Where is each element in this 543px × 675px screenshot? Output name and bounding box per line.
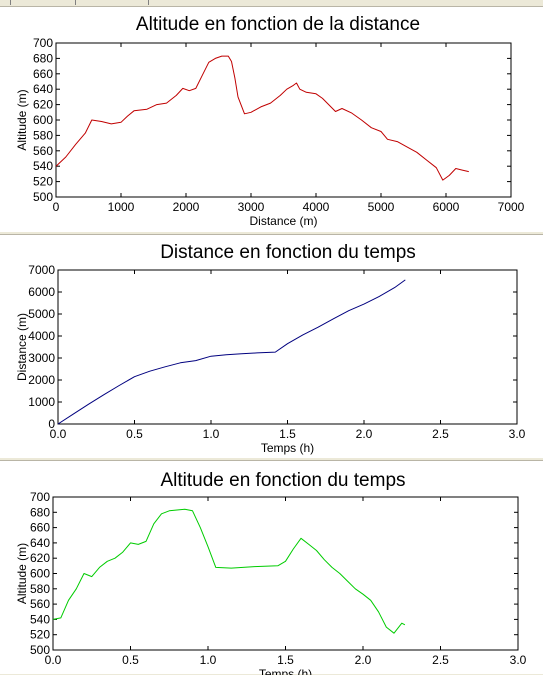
- series-line: [55, 55, 469, 181]
- chart-panel-altitude-temps: Altitude en fonction du temps 500 520 540 5…: [0, 460, 543, 675]
- chart-panel-distance-temps: Distance en fonction du temps 0 1000 2000 3…: [0, 234, 543, 458]
- y-tick-label: 640: [33, 82, 53, 96]
- y-tick-label: 620: [33, 98, 53, 112]
- y-tick-label: 680: [33, 51, 53, 65]
- y-tick-label: 0: [48, 417, 55, 431]
- x-tick-label: 0.0: [45, 653, 62, 667]
- y-tick-label: 5000: [28, 307, 55, 321]
- x-tick-label: 0: [53, 200, 60, 214]
- y-tick-label: 660: [30, 521, 50, 535]
- x-tick-label: 2.0: [355, 653, 372, 667]
- plot-frame: [55, 42, 512, 198]
- x-tick-label: 0.0: [50, 427, 67, 441]
- chart-title: Altitude en fonction du temps: [160, 470, 405, 491]
- x-tick-label: 0.5: [122, 653, 139, 667]
- y-tick-label: 620: [30, 551, 50, 565]
- strip-tick: [148, 0, 149, 5]
- y-tick-label: 580: [33, 128, 53, 142]
- x-axis-label: Temps (h): [259, 667, 312, 675]
- x-tick-label: 4000: [303, 200, 330, 214]
- strip-tick: [75, 0, 76, 5]
- x-tick-label: 3000: [238, 200, 265, 214]
- x-tick-label: 7000: [498, 200, 525, 214]
- y-tick-label: 520: [33, 175, 53, 189]
- x-tick-label: 1.0: [200, 653, 217, 667]
- series-line: [57, 279, 406, 425]
- plot-frame: [57, 269, 518, 425]
- x-axis-label: Distance (m): [249, 214, 317, 228]
- y-tick-label: 560: [30, 597, 50, 611]
- y-tick-label: 600: [30, 567, 50, 581]
- y-tick-label: 7000: [28, 263, 55, 277]
- chart-distance-temps: Distance en fonction du temps 0 1000 2000 3…: [15, 242, 526, 455]
- y-tick-label: 2000: [28, 373, 55, 387]
- series-line: [52, 508, 406, 634]
- chart-panel-altitude-distance: Altitude en fonction de la distance 500 5…: [0, 6, 543, 232]
- y-tick-label: 540: [33, 159, 53, 173]
- y-axis-label: Distance (m): [15, 313, 29, 381]
- y-tick-label: 560: [33, 144, 53, 158]
- y-axis-label: Altitude (m): [15, 89, 29, 150]
- chart-title: Distance en fonction du temps: [160, 242, 416, 263]
- x-tick-label: 2.0: [356, 427, 373, 441]
- x-tick-label: 3.0: [509, 427, 526, 441]
- y-tick-label: 3000: [28, 351, 55, 365]
- y-tick-label: 700: [30, 490, 50, 504]
- y-tick-label: 500: [33, 190, 53, 204]
- y-tick-label: 700: [33, 36, 53, 50]
- y-tick-label: 4000: [28, 329, 55, 343]
- x-tick-label: 1.5: [279, 427, 296, 441]
- y-tick-label: 1000: [28, 395, 55, 409]
- x-tick-label: 2.5: [432, 653, 449, 667]
- y-axis-label: Altitude (m): [15, 543, 29, 604]
- chart-title: Altitude en fonction de la distance: [136, 14, 420, 35]
- x-tick-label: 2000: [173, 200, 200, 214]
- x-tick-label: 1.0: [203, 427, 220, 441]
- chart-altitude-temps: Altitude en fonction du temps 5005205405…: [15, 470, 527, 675]
- plot-frame: [52, 496, 519, 651]
- y-tick-label: 600: [33, 113, 53, 127]
- x-tick-label: 1.5: [277, 653, 294, 667]
- x-tick-label: 6000: [433, 200, 460, 214]
- x-tick-label: 5000: [368, 200, 395, 214]
- x-tick-label: 3.0: [510, 653, 527, 667]
- y-tick-label: 500: [30, 643, 50, 657]
- y-tick-label: 540: [30, 612, 50, 626]
- y-tick-label: 680: [30, 505, 50, 519]
- x-tick-label: 0.5: [126, 427, 143, 441]
- strip-tick: [10, 0, 11, 5]
- chart-altitude-distance: Altitude en fonction de la distance 5005…: [15, 14, 525, 228]
- x-tick-label: 1000: [108, 200, 135, 214]
- x-axis-label: Temps (h): [261, 441, 314, 455]
- y-tick-label: 580: [30, 582, 50, 596]
- x-tick-label: 2.5: [432, 427, 449, 441]
- y-tick-label: 640: [30, 536, 50, 550]
- y-tick-label: 660: [33, 67, 53, 81]
- y-tick-label: 520: [30, 628, 50, 642]
- window-top-strip: [0, 0, 543, 6]
- y-tick-label: 6000: [28, 285, 55, 299]
